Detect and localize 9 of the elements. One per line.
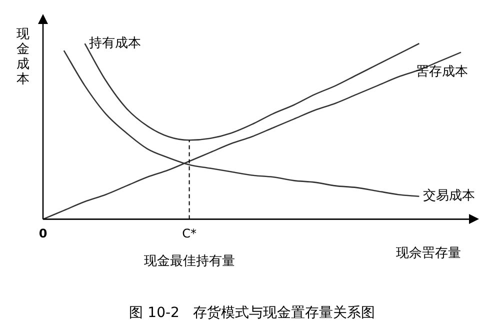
x-axis-title: 现佘罟存量: [396, 246, 461, 261]
series-label: 持有成本: [88, 36, 141, 51]
y-axis-title: 现金成本: [16, 26, 30, 87]
text: 图 10-2 存货模式与现金置存量关系图: [129, 305, 375, 322]
series-label: 罟存成本: [416, 64, 468, 80]
text: 现金最佳持有量: [144, 254, 235, 270]
x-tick-label: C*: [182, 226, 196, 241]
x-tick-label: 0: [38, 226, 48, 241]
series-label: 交易成本: [423, 188, 476, 204]
